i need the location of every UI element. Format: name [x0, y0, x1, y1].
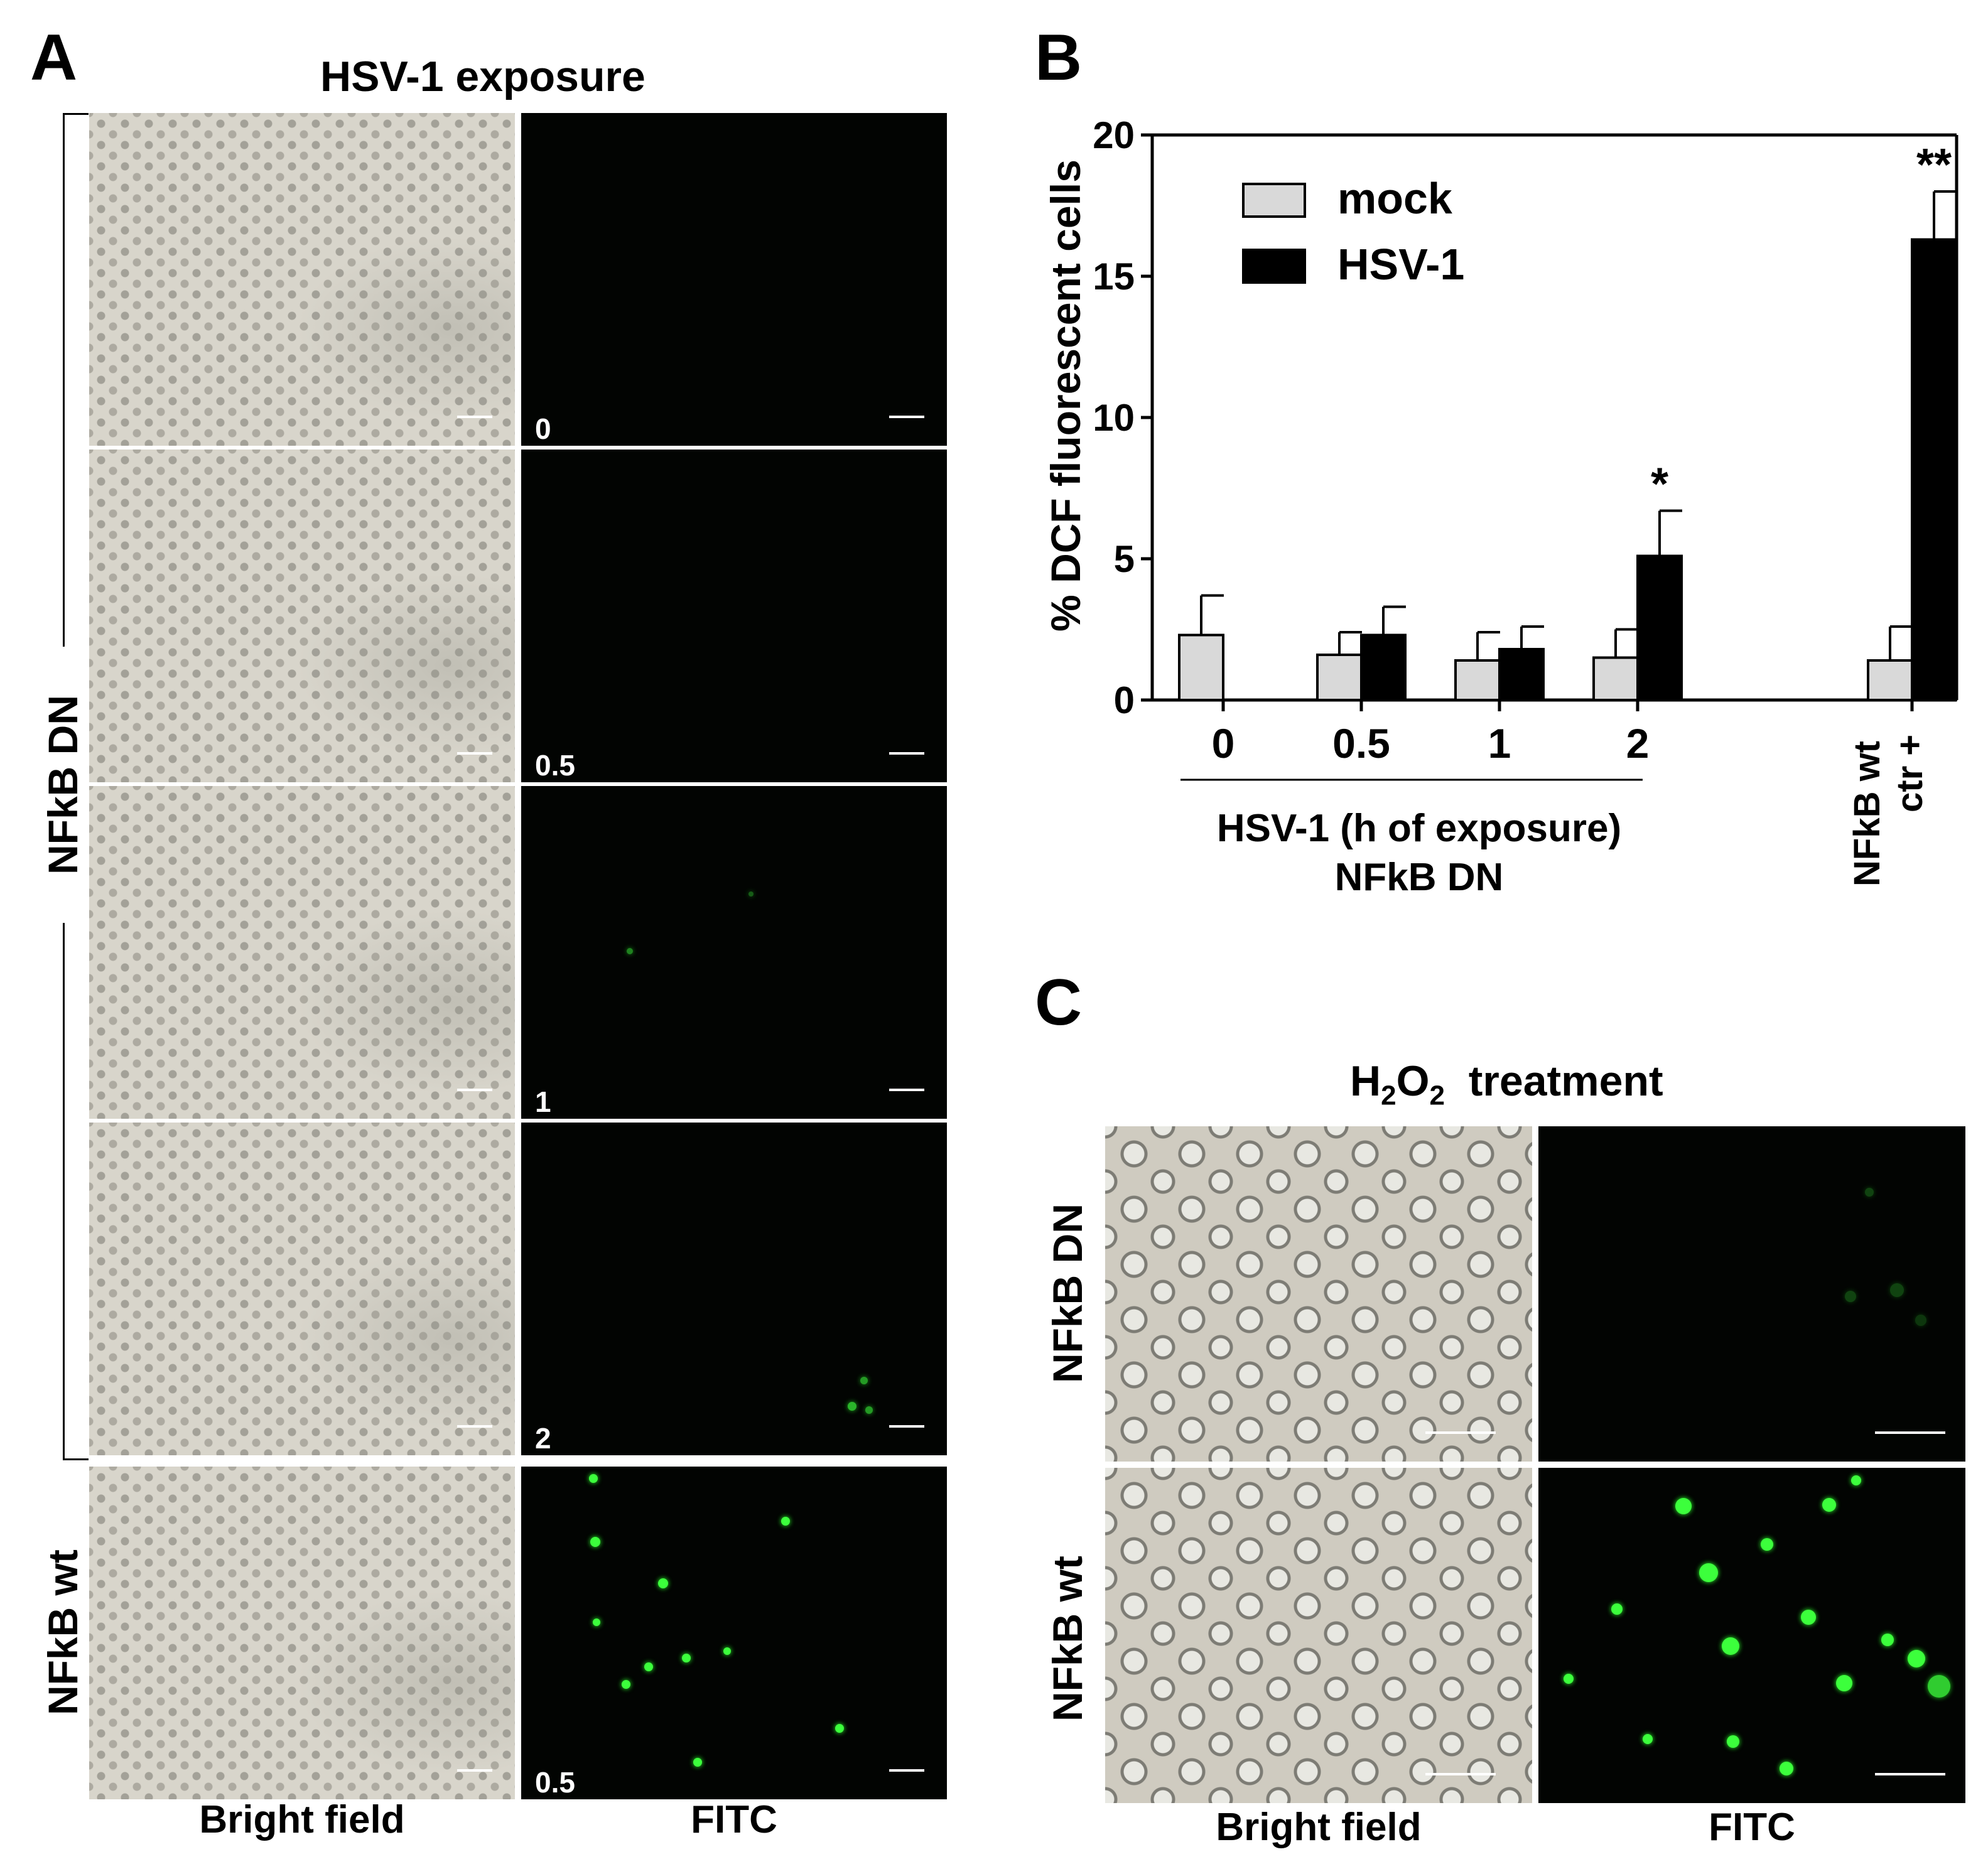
bar-hsv1 [1360, 633, 1407, 701]
chart-ylabel: % DCF fluorescent cells [1042, 159, 1089, 632]
significance-mark: * [1651, 460, 1668, 510]
y-tick-label: 5 [1114, 538, 1135, 580]
y-tick-label: 10 [1093, 397, 1135, 439]
x-tick-label: 1 [1488, 720, 1511, 767]
legend-label-mock: mock [1337, 174, 1452, 223]
x-tick-label: 2 [1626, 720, 1650, 767]
bar-mock [1867, 659, 1913, 701]
c-title-o: O [1396, 1057, 1430, 1105]
panel-c-wt-label: NFkB wt [1044, 1556, 1091, 1721]
a-fitc-row4: 2 [521, 1123, 947, 1455]
a-brightfield-row1 [89, 113, 515, 446]
dn-bracket-gap [57, 647, 69, 923]
panel-b-letter: B [1035, 21, 1083, 94]
a-brightfield-row4 [89, 1123, 515, 1455]
ctr-label-line1: NFkB wt [1847, 741, 1888, 886]
panel-a-wt-label: NFkB wt [40, 1549, 86, 1715]
legend-swatch-hsv1 [1242, 249, 1306, 284]
dcf-bar-chart: % DCF fluorescent cells 0 5 10 15 20 0 0.5 1 2 *… [1042, 114, 1958, 899]
a-fitc-row5: 0.5 [521, 1467, 947, 1799]
c-title-sub1: 2 [1381, 1080, 1396, 1111]
a-row1-time: 0 [535, 412, 551, 445]
y-tick-label: 15 [1093, 256, 1135, 298]
panel-c-col-brightfield: Bright field [1216, 1806, 1422, 1849]
y-tick-label: 0 [1114, 679, 1135, 721]
bar-hsv1 [1636, 554, 1683, 701]
a-row5-time: 0.5 [535, 1766, 575, 1799]
chart-xlabel-line1: HSV-1 (h of exposure) [1217, 807, 1621, 850]
y-tick-label: 20 [1093, 114, 1135, 156]
a-fitc-row2: 0.5 [521, 450, 947, 782]
panel-c-col-fitc: FITC [1709, 1806, 1795, 1849]
legend-swatch-mock [1242, 183, 1306, 218]
bar-mock [1592, 656, 1639, 701]
panel-a-col-fitc: FITC [691, 1798, 777, 1841]
bar-hsv1 [1498, 648, 1545, 701]
a-fitc-row1: 0 [521, 113, 947, 446]
c-title-sub2: 2 [1429, 1080, 1445, 1111]
bar-mock [1316, 654, 1363, 701]
ctr-label-line2: ctr + [1889, 735, 1930, 812]
bar-mock [1178, 633, 1224, 701]
a-brightfield-row5 [89, 1467, 515, 1799]
chart-xlabel-line2: NFkB DN [1335, 856, 1504, 899]
panel-c-letter: C [1035, 966, 1083, 1039]
legend-label-hsv1: HSV-1 [1337, 240, 1464, 289]
c-fitc-dn [1538, 1126, 1965, 1462]
panel-a-dn-label: NFkB DN [40, 694, 86, 875]
panel-a-letter: A [30, 21, 78, 94]
a-row3-time: 1 [535, 1085, 551, 1118]
panel-c-title: H2O2 treatment [1350, 1060, 1663, 1110]
panel-a-col-brightfield: Bright field [199, 1798, 405, 1841]
c-brightfield-wt [1105, 1468, 1532, 1803]
panel-c-dn-label: NFkB DN [1044, 1203, 1091, 1384]
x-tick-label: 0 [1212, 720, 1235, 767]
panel-a-title: HSV-1 exposure [320, 53, 646, 100]
bar-mock [1454, 659, 1501, 701]
c-fitc-wt [1538, 1468, 1965, 1803]
a-brightfield-row3 [89, 786, 515, 1119]
bar-hsv1 [1911, 238, 1957, 701]
a-row2-time: 0.5 [535, 749, 575, 782]
a-row4-time: 2 [535, 1422, 551, 1455]
significance-mark: ** [1916, 140, 1952, 190]
x-tick-label: 0.5 [1332, 720, 1390, 767]
c-title-rest: treatment [1468, 1057, 1663, 1105]
c-title-h: H [1350, 1057, 1381, 1105]
a-brightfield-row2 [89, 450, 515, 782]
a-fitc-row3: 1 [521, 786, 947, 1119]
c-brightfield-dn [1105, 1126, 1532, 1462]
